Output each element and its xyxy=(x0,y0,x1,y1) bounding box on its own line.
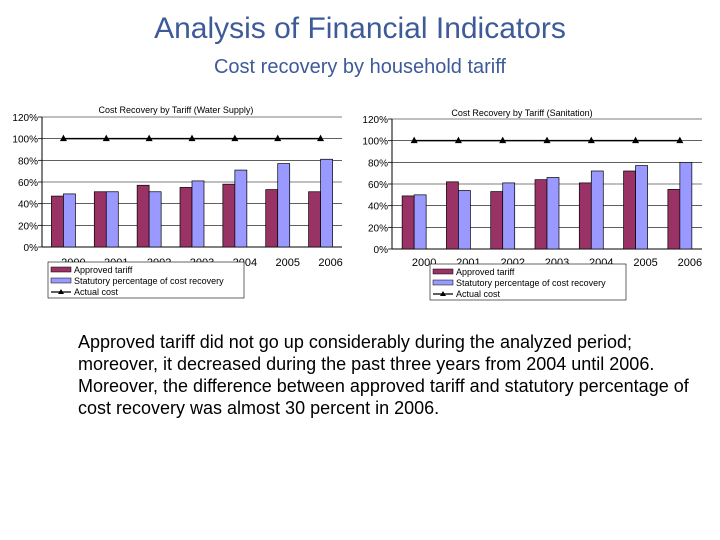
water-legend-label-0: Approved tariff xyxy=(74,265,133,275)
water-bar-approved-2006 xyxy=(308,191,321,248)
water-x-tick-label: 2006 xyxy=(318,257,342,269)
water-bar-approved-2003 xyxy=(179,187,193,248)
sanitation-bar-approved-2005 xyxy=(623,170,636,250)
sanitation-bar-statutory-2001 xyxy=(458,190,471,250)
sanitation-bar-approved-2003 xyxy=(534,179,548,250)
sanitation-bar-statutory-2006 xyxy=(679,161,693,250)
sanitation-y-tick-label: 20% xyxy=(368,223,388,234)
water-legend-box xyxy=(47,261,245,299)
sanitation-x-tick-label: 2005 xyxy=(633,257,657,269)
sanitation-legend-marker-2 xyxy=(440,291,446,296)
water-bar-approved-2002 xyxy=(136,184,150,248)
water-actual-cost-point-2002 xyxy=(145,134,153,142)
water-legend-swatch-0 xyxy=(50,266,72,273)
sanitation-actual-cost-point-2003 xyxy=(543,136,551,144)
sanitation-legend-swatch-1 xyxy=(432,279,454,286)
sanitation-legend-box xyxy=(429,263,627,301)
sanitation-bar-approved-2001 xyxy=(446,181,459,250)
water-bar-statutory-2001 xyxy=(105,191,119,248)
sanitation-bar-statutory-2003 xyxy=(546,177,560,250)
water-legend-swatch-1 xyxy=(50,277,72,284)
sanitation-bar-approved-2004 xyxy=(578,182,592,250)
water-bar-approved-2001 xyxy=(93,191,107,248)
sanitation-actual-cost-point-2000 xyxy=(410,136,418,144)
water-bar-approved-2004 xyxy=(222,183,236,248)
sanitation-y-tick-label: 120% xyxy=(362,115,388,126)
sanitation-x-tick-label: 2006 xyxy=(678,257,702,269)
sanitation-actual-cost-point-2006 xyxy=(676,136,684,144)
water-y-tick-label: 100% xyxy=(12,135,38,146)
water-actual-cost-point-2005 xyxy=(274,134,282,142)
water-bar-statutory-2004 xyxy=(234,169,248,248)
sanitation-bar-approved-2002 xyxy=(490,191,504,250)
slide-subtitle: Cost recovery by household tariff xyxy=(213,56,506,78)
water-y-tick-label: 60% xyxy=(18,178,38,189)
water-bar-statutory-2003 xyxy=(191,180,205,248)
water-y-tick-label: 40% xyxy=(18,200,38,211)
water-bar-approved-2005 xyxy=(265,189,279,248)
sanitation-bar-statutory-2002 xyxy=(502,182,516,250)
water-actual-cost-point-2004 xyxy=(231,134,239,142)
water-chart-title: Cost Recovery by Tariff (Water Supply) xyxy=(99,105,254,115)
sanitation-y-tick-label: 0% xyxy=(374,245,389,256)
water-bar-statutory-2002 xyxy=(148,191,162,248)
water-bar-statutory-2000 xyxy=(63,193,76,248)
sanitation-y-tick-label: 40% xyxy=(368,202,388,213)
water-actual-cost-point-2006 xyxy=(317,134,325,142)
water-bar-approved-2000 xyxy=(51,195,64,248)
sanitation-bar-statutory-2000 xyxy=(413,194,427,250)
sanitation-actual-cost-point-2004 xyxy=(587,136,595,144)
slide-title: Analysis of Financial Indicators xyxy=(154,12,566,45)
sanitation-actual-cost-point-2002 xyxy=(499,136,507,144)
water-y-tick-label: 80% xyxy=(18,156,38,167)
sanitation-y-tick-label: 80% xyxy=(368,158,388,169)
water-actual-cost-point-2001 xyxy=(102,134,110,142)
sanitation-legend-swatch-0 xyxy=(432,268,454,275)
water-actual-cost-point-2000 xyxy=(59,134,67,142)
water-actual-cost-point-2003 xyxy=(188,134,196,142)
sanitation-bar-statutory-2005 xyxy=(635,165,648,250)
sanitation-y-tick-label: 100% xyxy=(362,137,388,148)
water-x-tick-label: 2005 xyxy=(275,257,299,269)
sanitation-chart-title: Cost Recovery by Tariff (Sanitation) xyxy=(451,108,592,118)
water-bar-statutory-2005 xyxy=(277,163,291,248)
body-paragraph: Approved tariff did not go up considerab… xyxy=(78,332,689,418)
sanitation-actual-cost-point-2001 xyxy=(454,136,462,144)
water-bar-statutory-2006 xyxy=(320,158,333,248)
charts-canvas: 0%20%40%60%80%100%120%200020012002200320… xyxy=(12,105,702,301)
water-legend-marker-2 xyxy=(58,289,64,294)
water-y-tick-label: 120% xyxy=(12,113,38,124)
sanitation-bar-statutory-2004 xyxy=(590,170,604,250)
sanitation-legend-label-0: Approved tariff xyxy=(456,267,515,277)
water-legend-label-1: Statutory percentage of cost recovery xyxy=(74,276,224,286)
sanitation-legend-label-1: Statutory percentage of cost recovery xyxy=(456,278,606,288)
sanitation-legend-label-2: Actual cost xyxy=(456,289,501,299)
sanitation-bar-approved-2006 xyxy=(667,189,681,250)
water-legend-label-2: Actual cost xyxy=(74,287,119,297)
sanitation-bar-approved-2000 xyxy=(401,195,415,250)
sanitation-y-tick-label: 60% xyxy=(368,180,388,191)
water-y-tick-label: 0% xyxy=(24,243,39,254)
water-y-tick-label: 20% xyxy=(18,221,38,232)
sanitation-actual-cost-point-2005 xyxy=(632,136,640,144)
